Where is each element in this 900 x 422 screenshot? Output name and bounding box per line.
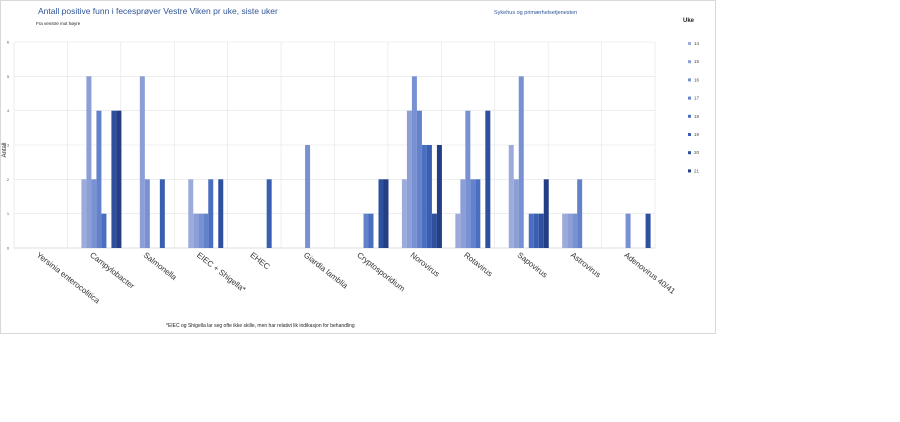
bar <box>538 213 544 248</box>
bar <box>266 179 272 248</box>
legend-label: 17 <box>694 96 700 101</box>
bar <box>475 179 481 248</box>
bar <box>513 179 519 248</box>
bar <box>198 213 204 248</box>
bar <box>567 213 573 248</box>
legend-label: 14 <box>694 41 700 46</box>
legend-swatch <box>688 151 691 155</box>
legend-swatch <box>688 60 691 64</box>
bar <box>193 213 199 248</box>
legend-label: 15 <box>694 59 700 64</box>
bar <box>401 179 407 248</box>
bar <box>455 213 461 248</box>
bar <box>508 145 514 248</box>
legend-label: 20 <box>694 150 700 155</box>
legend-swatch <box>688 133 691 136</box>
bar <box>96 110 102 249</box>
bar <box>465 110 471 249</box>
bar <box>139 76 145 248</box>
bar <box>562 213 568 248</box>
legend-swatch <box>688 114 691 118</box>
bar <box>436 145 442 248</box>
x-tick-label: Astrovirus <box>569 250 603 279</box>
x-tick-label: Giardia lamblia <box>302 250 350 290</box>
bar <box>368 213 374 248</box>
legend-swatch <box>688 169 691 173</box>
x-tick-label: Norovirus <box>409 250 442 278</box>
bar <box>116 110 122 249</box>
bar <box>572 213 578 248</box>
grid-lines <box>13 41 656 249</box>
legend-label: 16 <box>694 77 700 82</box>
bars <box>81 76 651 249</box>
x-tick-label: EIEC + Shigella* <box>195 250 247 294</box>
y-tick-label: 5 <box>7 74 10 79</box>
bar <box>528 213 534 248</box>
y-tick-label: 0 <box>7 246 10 251</box>
legend-swatch <box>688 96 691 100</box>
x-tick-label: Adenovirus 40/41 <box>622 250 677 296</box>
bar <box>470 179 476 248</box>
chart-subtitle: Fra venstre mot høyre <box>36 21 81 26</box>
bar <box>543 179 549 248</box>
bar <box>144 179 150 248</box>
legend-title: Uke <box>683 18 695 24</box>
bar <box>305 145 311 248</box>
bar <box>460 179 466 248</box>
footnote: *EIEC og Shigella lar seg ofte ikke skil… <box>166 323 355 329</box>
bar <box>101 213 107 248</box>
x-tick-label: Cryptosporidium <box>355 250 407 293</box>
bar <box>218 179 224 248</box>
bar <box>363 213 369 248</box>
bar <box>645 213 651 248</box>
y-tick-label: 2 <box>7 177 10 182</box>
x-tick-label: Campylobacter <box>88 250 136 290</box>
bar <box>86 76 92 248</box>
bar <box>625 213 631 248</box>
bar <box>378 179 384 248</box>
bar <box>416 110 422 249</box>
bar <box>411 76 417 248</box>
bar <box>203 213 209 248</box>
legend-swatch <box>688 78 691 82</box>
bar <box>426 145 432 248</box>
bar <box>518 76 524 248</box>
bar <box>81 179 87 248</box>
y-tick-labels: 0 1 2 3 4 5 6 <box>7 40 10 251</box>
bar <box>431 213 437 248</box>
bar <box>188 179 194 248</box>
bar <box>421 145 427 248</box>
legend-label: 18 <box>694 114 700 119</box>
chart-title: Antall positive funn i fecesprøver Vestr… <box>38 6 278 16</box>
legend-swatch <box>688 42 691 45</box>
bar <box>111 110 117 249</box>
y-tick-label: 6 <box>7 40 10 45</box>
bar <box>383 179 389 248</box>
bar <box>91 179 97 248</box>
y-tick-label: 3 <box>7 143 10 148</box>
y-tick-label: 4 <box>7 108 10 113</box>
x-tick-label: Rotavirus <box>462 250 494 278</box>
bar <box>208 179 214 248</box>
bar <box>406 110 412 249</box>
x-tick-label: Salmonella <box>142 250 179 282</box>
bar <box>577 179 583 248</box>
y-axis-label: Antall <box>2 142 8 157</box>
legend: 14 15 16 17 18 19 20 21 <box>688 41 700 173</box>
x-tick-label: Sapovirus <box>516 250 550 279</box>
organization-label: Sykehus og primærhelsetjenesten <box>494 10 578 16</box>
x-tick-label: EHEC <box>248 250 271 271</box>
y-tick-label: 1 <box>7 211 10 216</box>
bar <box>159 179 165 248</box>
bar <box>485 110 491 249</box>
legend-label: 21 <box>694 168 700 173</box>
legend-label: 19 <box>694 132 700 137</box>
bar <box>533 213 539 248</box>
